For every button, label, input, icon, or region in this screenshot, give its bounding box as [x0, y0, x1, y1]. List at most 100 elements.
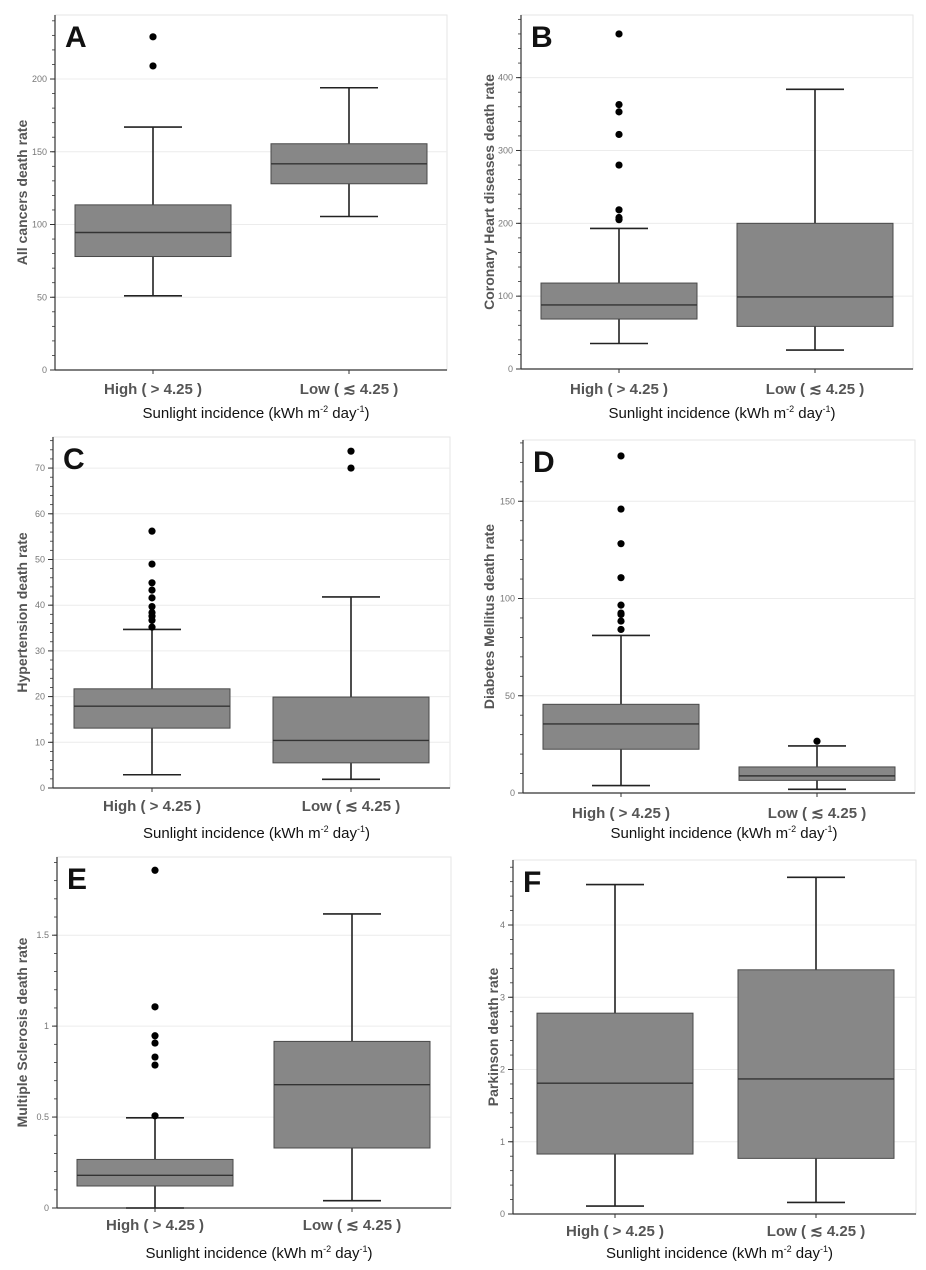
outlier-point [148, 608, 156, 617]
x-axis-title-superscript: -2 [788, 824, 796, 834]
outlier-point [617, 601, 625, 609]
y-tick-label: 1 [44, 1021, 49, 1031]
x-axis-title-superscript: -1 [820, 1244, 828, 1254]
y-tick-label: 40 [35, 600, 45, 610]
y-tick-label: 50 [37, 292, 47, 302]
x-axis-title-part: ) [364, 405, 369, 422]
x-axis-title-part: day [792, 1245, 821, 1262]
panel-letter: E [67, 863, 87, 896]
iqr-box [737, 969, 895, 1159]
outlier-point [615, 130, 623, 139]
outlier-point [615, 100, 623, 109]
x-axis-title-part: day [328, 405, 357, 422]
x-axis-title-part: Sunlight incidence (kWh m [606, 1245, 784, 1262]
outlier-point [617, 617, 625, 625]
x-axis-title-part: day [794, 405, 823, 422]
iqr-box [736, 222, 894, 327]
y-tick-label: 150 [500, 496, 515, 506]
panel-b: 0 100 200 300 400 High ( > 4.25 ) Low ( ≲ 4.25… [481, 14, 914, 422]
x-category-label: Low ( ≲ 4.25 ) [767, 1223, 865, 1240]
box-low [270, 86, 428, 218]
outlier-point [148, 560, 156, 568]
outlier-point [151, 1112, 159, 1120]
iqr-box [542, 703, 700, 750]
panel-f: 0 1 2 3 4 High ( > 4.25 ) Low ( ≲ 4.25 ) F Parki… [485, 859, 917, 1262]
y-axis-title: Hypertension death rate [14, 532, 30, 692]
x-axis-title-part: ) [828, 1245, 833, 1262]
panel-letter: C [63, 443, 85, 476]
outlier-point [148, 579, 156, 587]
outlier-point [615, 206, 623, 214]
x-axis-title-part: Sunlight incidence (kWh m [143, 405, 321, 422]
outlier-point [151, 1003, 159, 1011]
y-tick-label: 400 [498, 73, 513, 83]
outlier-point [148, 594, 156, 602]
outlier-point [148, 602, 156, 611]
outlier-point [615, 161, 623, 169]
box-high [76, 866, 234, 1209]
y-tick-label: 0 [508, 364, 513, 374]
x-axis-title-superscript: -2 [321, 824, 329, 834]
x-axis-title-superscript: -1 [824, 824, 832, 834]
box-low [272, 447, 430, 781]
x-axis-title-superscript: -2 [784, 1244, 792, 1254]
iqr-box [272, 696, 430, 764]
plot-area [56, 856, 452, 1209]
outlier-point [615, 108, 623, 116]
outlier-point [148, 586, 156, 594]
x-category-label: High ( > 4.25 ) [572, 805, 670, 822]
y-tick-label: 0 [510, 788, 515, 798]
outlier-point [148, 623, 156, 631]
plot-area [54, 14, 448, 371]
box-high [542, 452, 700, 787]
x-category-label: High ( > 4.25 ) [106, 1217, 204, 1234]
x-axis-title: Sunlight incidence (kWh m-2 day-1) [609, 404, 836, 422]
outlier-point [617, 505, 625, 513]
y-tick-label: 4 [500, 920, 505, 930]
x-category-label: High ( > 4.25 ) [570, 381, 668, 398]
y-tick-label: 1 [500, 1137, 505, 1147]
y-axis-title: Parkinson death rate [485, 968, 501, 1107]
x-axis-title-superscript: -2 [786, 404, 794, 414]
x-axis-title: Sunlight incidence (kWh m-2 day-1) [143, 404, 370, 422]
panel-letter: B [531, 21, 553, 54]
panel-a: 0 50 100 150 200 High ( > 4.25 ) Low ( ≲ 4.25 … [14, 14, 448, 422]
y-tick-label: 100 [498, 291, 513, 301]
y-tick-label: 0 [500, 1209, 505, 1219]
panel-letter: D [533, 446, 555, 479]
y-axis-title: All cancers death rate [14, 120, 30, 266]
y-axis-title: Coronary Heart diseases death rate [481, 74, 497, 310]
box-high [540, 30, 698, 345]
x-axis-title-superscript: -1 [359, 1244, 367, 1254]
x-axis-title-superscript: -2 [320, 404, 328, 414]
x-category-label: Low ( ≲ 4.25 ) [768, 805, 866, 822]
outlier-point [148, 527, 156, 535]
y-tick-label: 200 [498, 218, 513, 228]
y-tick-label: 1.5 [36, 930, 49, 940]
y-tick-label: 100 [32, 220, 47, 230]
outlier-point [617, 540, 625, 548]
y-tick-label: 0 [44, 1203, 49, 1213]
box-low [738, 737, 896, 791]
outlier-point [151, 1039, 159, 1047]
iqr-box [73, 688, 231, 729]
x-axis-title-part: Sunlight incidence (kWh m [143, 825, 321, 842]
x-axis-title-part: ) [830, 405, 835, 422]
x-axis-title-part: day [331, 1245, 360, 1262]
box-low [273, 913, 431, 1202]
x-axis-title-part: ) [365, 825, 370, 842]
x-axis-title-part: Sunlight incidence (kWh m [146, 1245, 324, 1262]
x-category-label: Low ( ≲ 4.25 ) [300, 381, 398, 398]
y-tick-label: 2 [500, 1065, 505, 1075]
y-tick-label: 0 [40, 783, 45, 793]
outlier-point [617, 574, 625, 582]
panel-letter: F [523, 866, 541, 899]
y-tick-label: 300 [498, 145, 513, 155]
iqr-box [74, 204, 232, 258]
outlier-point [151, 1032, 159, 1040]
y-tick-label: 150 [32, 147, 47, 157]
x-axis-title-superscript: -1 [357, 824, 365, 834]
x-category-label: High ( > 4.25 ) [566, 1223, 664, 1240]
y-tick-label: 10 [35, 737, 45, 747]
